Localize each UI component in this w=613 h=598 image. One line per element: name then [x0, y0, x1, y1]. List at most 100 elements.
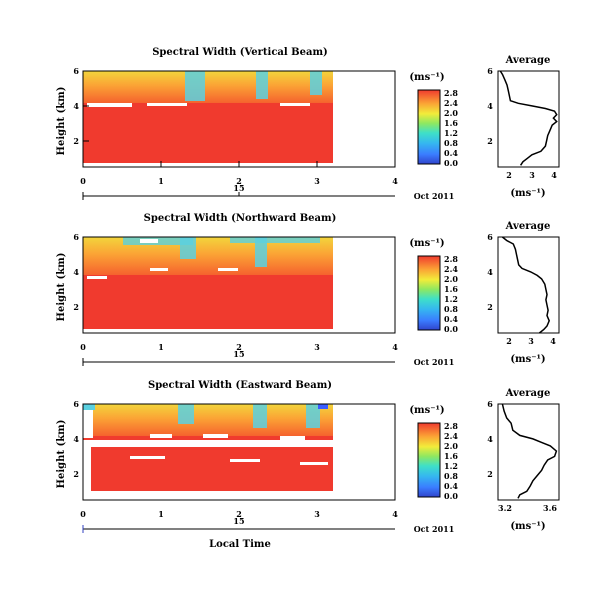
profile-x-tick-label: 4	[551, 170, 557, 180]
date-axis-tick-label: 15	[233, 349, 244, 359]
heatmap-gap	[280, 436, 305, 440]
heatmap-gap	[150, 268, 168, 271]
colorbar-gradient	[417, 255, 441, 331]
colorbar-tick-label: 0.0	[444, 158, 458, 168]
x-tick-label: 4	[392, 342, 398, 352]
colorbar-gradient	[417, 422, 441, 498]
heatmap-gap	[87, 276, 107, 279]
x-axis-label: Local Time	[209, 539, 271, 550]
x-axis: 0 1 2 3 4 15 Oct 2011	[80, 342, 454, 367]
colorbar-tick-label: 0.4	[444, 314, 458, 324]
heatmap-plume	[306, 404, 320, 428]
profile-y-tick-label: 4	[487, 434, 493, 444]
y-tick-label: 2	[73, 469, 79, 479]
heatmap-gap	[280, 103, 310, 106]
x-tick-label: 0	[80, 176, 86, 186]
date-label: Oct 2011	[414, 357, 455, 367]
heatmap-plot	[82, 236, 396, 334]
heatmap-gap	[83, 163, 333, 167]
x-tick-label: 3	[314, 509, 320, 519]
x-tick-label: 2	[236, 342, 242, 352]
x-tick-label: 3	[314, 176, 320, 186]
colorbar-label: (ms⁻¹)	[409, 405, 444, 416]
colorbar-tick-label: 0.8	[444, 471, 458, 481]
heatmap-gap	[203, 434, 228, 438]
profile-x-tick-label: 3.2	[498, 503, 512, 513]
profile-x-tick-label: 2	[506, 336, 512, 346]
colorbar-tick-label: 0.8	[444, 138, 458, 148]
heatmap-gap	[83, 410, 93, 438]
x-axis: 0 1 2 3 4 15 Oct 2011	[80, 161, 454, 201]
y-tick-label: 2	[73, 136, 79, 146]
profile-title: Average	[505, 388, 551, 399]
y-axis-label: Height (km)	[56, 87, 67, 156]
colorbar-label: (ms⁻¹)	[409, 72, 444, 83]
y-tick-label: 6	[73, 399, 79, 409]
x-tick-label: 3	[314, 342, 320, 352]
colorbar-tick-label: 0.0	[444, 491, 458, 501]
heatmap-plume	[230, 237, 320, 243]
y-tick-label: 6	[73, 66, 79, 76]
heatmap-plume	[256, 71, 268, 99]
y-axis: Height (km) 6 4 2	[56, 232, 79, 321]
heatmap-gap	[300, 462, 328, 465]
heatmap-plot	[82, 403, 396, 501]
colorbar-tick-label: 2.4	[444, 431, 458, 441]
colorbar-tick-label: 1.6	[444, 118, 458, 128]
profile-y-tick-label: 6	[487, 399, 493, 409]
profile-y-tick-label: 2	[487, 469, 493, 479]
y-axis: Height (km) 6 4 2	[56, 66, 89, 155]
x-tick-label: 1	[158, 342, 164, 352]
colorbar-tick-label: 1.6	[444, 284, 458, 294]
profile-frame	[497, 403, 560, 501]
colorbar-tick-label: 1.2	[444, 294, 458, 304]
heatmap-gap	[230, 459, 260, 462]
heatmap-gap	[83, 440, 333, 447]
colorbar-tick-label: 2.0	[444, 274, 458, 284]
colorbar-tick-label: 2.0	[444, 441, 458, 451]
profile-x-label: (ms⁻¹)	[510, 188, 545, 199]
y-axis: Height (km) 6 4 2	[56, 399, 79, 488]
heatmap-plume	[310, 71, 322, 95]
colorbar: (ms⁻¹) 2.8 2.4 2.0 1.6 1.2 0.8 0.4 0.0	[409, 405, 458, 501]
profile-y-tick-label: 4	[487, 101, 493, 111]
x-tick-label: 1	[158, 509, 164, 519]
profile-x-tick-label: 4	[550, 336, 556, 346]
y-tick-label: 4	[73, 267, 79, 277]
colorbar-tick-label: 0.0	[444, 324, 458, 334]
panel-title: Spectral Width (Eastward Beam)	[148, 380, 332, 391]
colorbar: (ms⁻¹) 2.8 2.4 2.0 1.6 1.2 0.8 0.4 0.0	[409, 238, 458, 334]
plot-frame	[82, 403, 396, 501]
panel-vertical-beam: Spectral Width (Vertical Beam) Height (k…	[56, 47, 560, 201]
date-axis-tick-label: 15	[233, 183, 244, 193]
profile-x-tick-label: 3.6	[543, 503, 557, 513]
colorbar-tick-label: 2.8	[444, 421, 458, 431]
y-tick-label: 4	[73, 101, 79, 111]
colorbar-gradient	[417, 89, 441, 165]
panel-title: Spectral Width (Northward Beam)	[144, 213, 337, 224]
heatmap-gap	[83, 491, 333, 500]
heatmap-plume	[180, 237, 196, 259]
date-label: Oct 2011	[414, 191, 455, 201]
y-tick-label: 6	[73, 232, 79, 242]
colorbar-tick-label: 2.8	[444, 254, 458, 264]
colorbar-tick-label: 0.8	[444, 304, 458, 314]
x-tick-label: 0	[80, 342, 86, 352]
heatmap-empty-region	[333, 237, 395, 333]
profile-x-label: (ms⁻¹)	[510, 354, 545, 365]
colorbar-tick-label: 2.8	[444, 88, 458, 98]
profile-x-tick-label: 3	[529, 170, 535, 180]
profile-y-tick-label: 2	[487, 136, 493, 146]
colorbar-tick-label: 1.2	[444, 128, 458, 138]
average-profile: Average 6 4 2 3.2 3.6 (ms⁻¹)	[487, 388, 560, 532]
colorbar-label: (ms⁻¹)	[409, 238, 444, 249]
heatmap-gap	[130, 456, 165, 459]
profile-line	[499, 70, 558, 166]
colorbar-ticks: 2.8 2.4 2.0 1.6 1.2 0.8 0.4 0.0	[444, 254, 458, 334]
profile-y-tick-label: 6	[487, 66, 493, 76]
heatmap-empty-region	[333, 71, 395, 167]
heatmap-gap	[150, 434, 172, 438]
heatmap-plot	[82, 70, 396, 168]
colorbar-tick-label: 2.4	[444, 264, 458, 274]
